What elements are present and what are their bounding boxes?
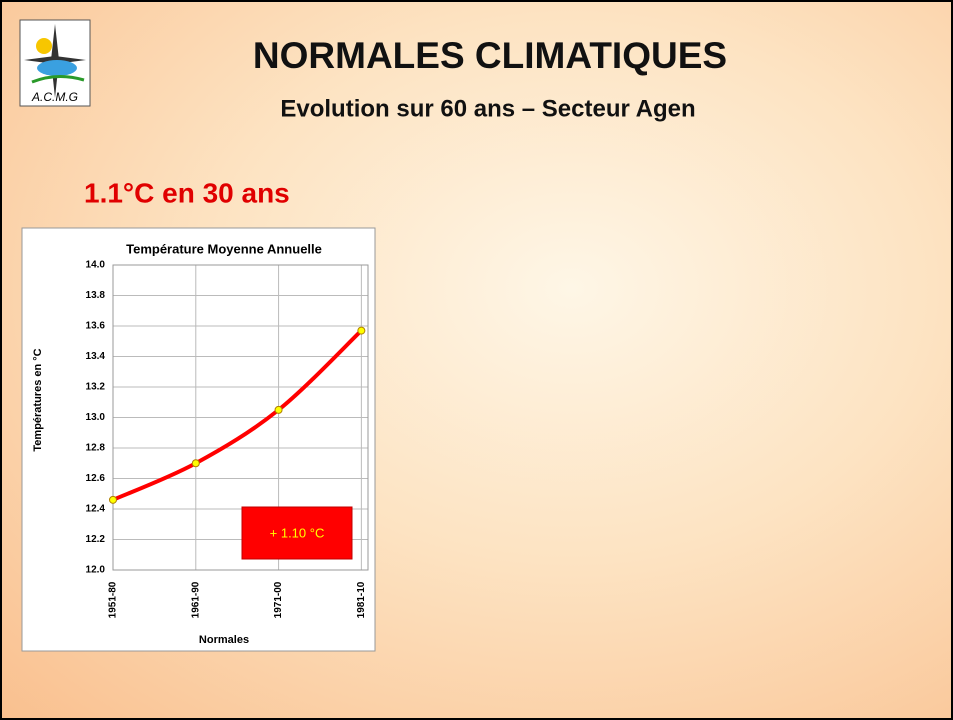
y-tick-label: 13.0 [86, 412, 106, 423]
x-tick-label: 1951-80 [108, 581, 119, 618]
y-tick-label: 13.6 [86, 321, 106, 332]
y-tick-label: 13.8 [86, 290, 106, 301]
logo-text: A.C.M.G [31, 90, 78, 104]
heading: 1.1°C en 30 ans [84, 177, 290, 208]
chart-title: Température Moyenne Annuelle [126, 241, 322, 256]
subtitle: Evolution sur 60 ans – Secteur Agen [280, 95, 695, 122]
y-tick-label: 14.0 [86, 260, 106, 271]
series-line [111, 328, 364, 502]
y-tick-label: 12.6 [86, 473, 106, 484]
y-tick-label: 12.0 [86, 565, 106, 576]
y-axis-label: Températures en °C [32, 348, 44, 451]
annotation-box [241, 506, 353, 560]
x-tick-label: 1981-10 [356, 581, 367, 618]
marker [109, 495, 117, 504]
y-tick-label: 13.2 [86, 382, 106, 393]
title: NORMALES CLIMATIQUES [253, 35, 727, 76]
y-tick-label: 12.4 [86, 504, 106, 515]
y-tick-label: 12.8 [86, 443, 106, 454]
y-tick-label: 13.4 [86, 351, 106, 362]
marker [191, 459, 200, 468]
x-tick-label: 1961-90 [190, 581, 201, 618]
x-axis-label: Normales [199, 634, 249, 646]
logo: A.C.M.G [19, 19, 91, 107]
x-tick-label: 1971-00 [273, 581, 284, 618]
marker [274, 405, 283, 414]
annotation: + 1.10 °C [270, 525, 325, 540]
chart-area [21, 227, 376, 652]
marker [357, 326, 366, 335]
plot-border [112, 264, 369, 571]
y-tick-label: 12.2 [86, 534, 106, 545]
